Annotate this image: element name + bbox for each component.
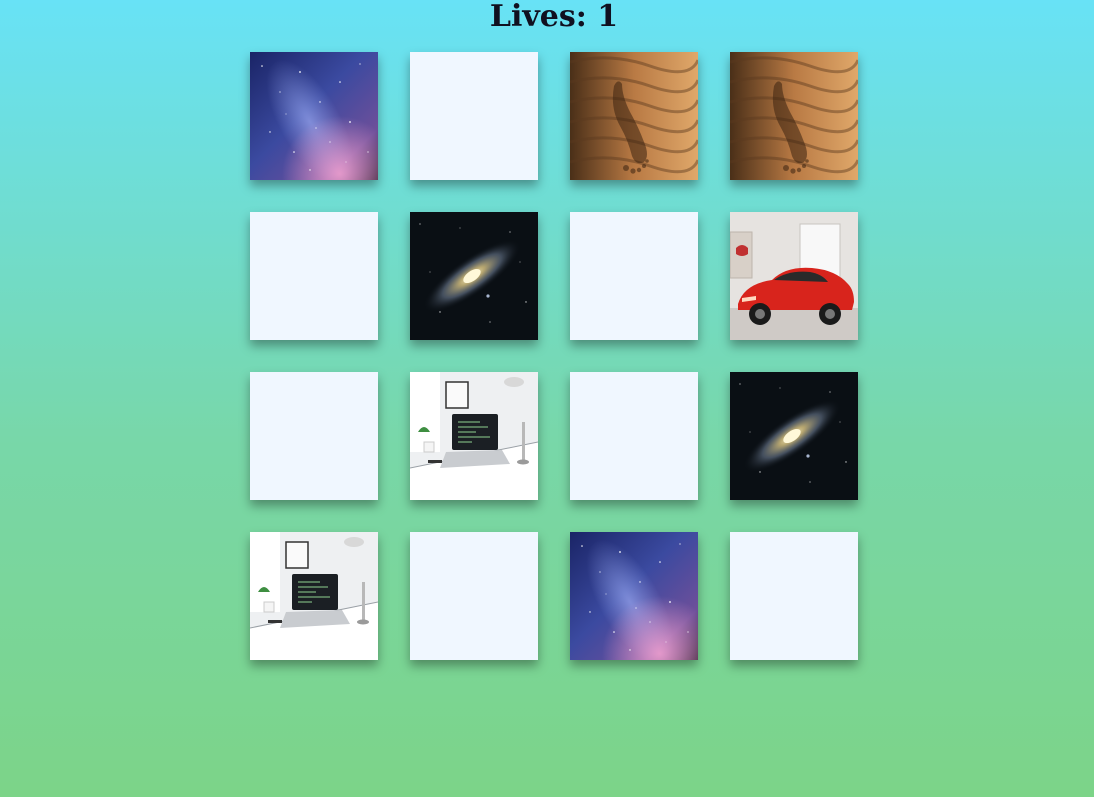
memory-card-3[interactable] [570, 52, 698, 180]
memory-card-back-11[interactable] [570, 372, 698, 500]
memory-card-15[interactable] [570, 532, 698, 660]
memory-card-13[interactable] [250, 532, 378, 660]
laptop-desk-image [250, 532, 378, 660]
galaxy-image [410, 212, 538, 340]
memory-card-10[interactable] [410, 372, 538, 500]
lives-value: 1 [597, 0, 619, 34]
galaxy-image [730, 372, 858, 500]
milky-way-image [570, 532, 698, 660]
memory-card-8[interactable] [730, 212, 858, 340]
red-sports-car-image [730, 212, 858, 340]
memory-card-12[interactable] [730, 372, 858, 500]
memory-card-back-2[interactable] [410, 52, 538, 180]
sand-footprint-image [570, 52, 698, 180]
memory-card-back-5[interactable] [250, 212, 378, 340]
sand-footprint-image [730, 52, 858, 180]
memory-card-1[interactable] [250, 52, 378, 180]
memory-card-back-16[interactable] [730, 532, 858, 660]
memory-card-back-14[interactable] [410, 532, 538, 660]
memory-card-4[interactable] [730, 52, 858, 180]
laptop-desk-image [410, 372, 538, 500]
memory-card-6[interactable] [410, 212, 538, 340]
memory-card-grid [250, 52, 858, 660]
lives-label: Lives: [489, 0, 587, 34]
memory-card-back-9[interactable] [250, 372, 378, 500]
lives-counter: Lives: 1 [0, 0, 1094, 34]
memory-card-back-7[interactable] [570, 212, 698, 340]
milky-way-image [250, 52, 378, 180]
